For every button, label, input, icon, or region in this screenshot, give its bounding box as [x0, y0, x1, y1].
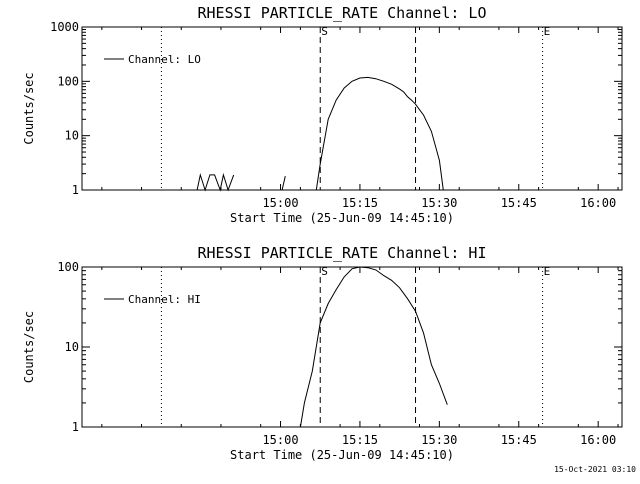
x-tick-label: 15:45: [501, 196, 537, 210]
plot-frame: [81, 266, 623, 428]
panel-hi-channel: RHESSI PARTICLE_RATE Channel: HI 15:00 15:…: [22, 244, 623, 462]
y-tick-label: 100: [57, 260, 79, 274]
y-axis-label: Counts/sec: [22, 72, 36, 144]
footer-timestamp: 15-Oct-2021 03:10: [554, 465, 636, 474]
y-tick-label: 1: [72, 420, 79, 434]
event-marker-label: E: [544, 265, 551, 278]
legend-label: Channel: HI: [128, 293, 201, 306]
y-tick-label: 1: [72, 183, 79, 197]
x-tick-label: 16:00: [580, 196, 616, 210]
legend-label: Channel: LO: [128, 53, 201, 66]
plot-frame: [81, 26, 623, 191]
x-tick-label: 15:30: [421, 196, 457, 210]
y-tick-label: 1000: [50, 20, 79, 34]
series-line: [315, 76, 444, 191]
x-tick-label: 15:15: [342, 196, 378, 210]
y-tick-label: 100: [57, 74, 79, 88]
chart-title: RHESSI PARTICLE_RATE Channel: HI: [198, 244, 487, 262]
y-tick-label: 10: [65, 340, 79, 354]
series-line: [281, 175, 286, 191]
x-tick-label: 15:00: [262, 196, 298, 210]
x-axis-label: Start Time (25-Jun-09 14:45:10): [230, 448, 454, 462]
y-axis-label: Counts/sec: [22, 311, 36, 383]
x-tick-label: 15:00: [262, 433, 298, 447]
y-tick-label: 10: [65, 129, 79, 143]
series-line: [196, 172, 235, 192]
x-tick-label: 15:30: [421, 433, 457, 447]
event-marker-label: S: [321, 25, 328, 38]
event-marker-label: E: [544, 25, 551, 38]
chart-title: RHESSI PARTICLE_RATE Channel: LO: [198, 4, 487, 22]
event-marker-label: S: [321, 265, 328, 278]
x-tick-label: 15:15: [342, 433, 378, 447]
x-tick-label: 16:00: [580, 433, 616, 447]
x-axis-label: Start Time (25-Jun-09 14:45:10): [230, 211, 454, 225]
panel-lo-channel: RHESSI PARTICLE_RATE Channel: LO 15:00 15:…: [22, 4, 623, 225]
series-line: [299, 266, 448, 428]
x-tick-label: 15:45: [501, 433, 537, 447]
